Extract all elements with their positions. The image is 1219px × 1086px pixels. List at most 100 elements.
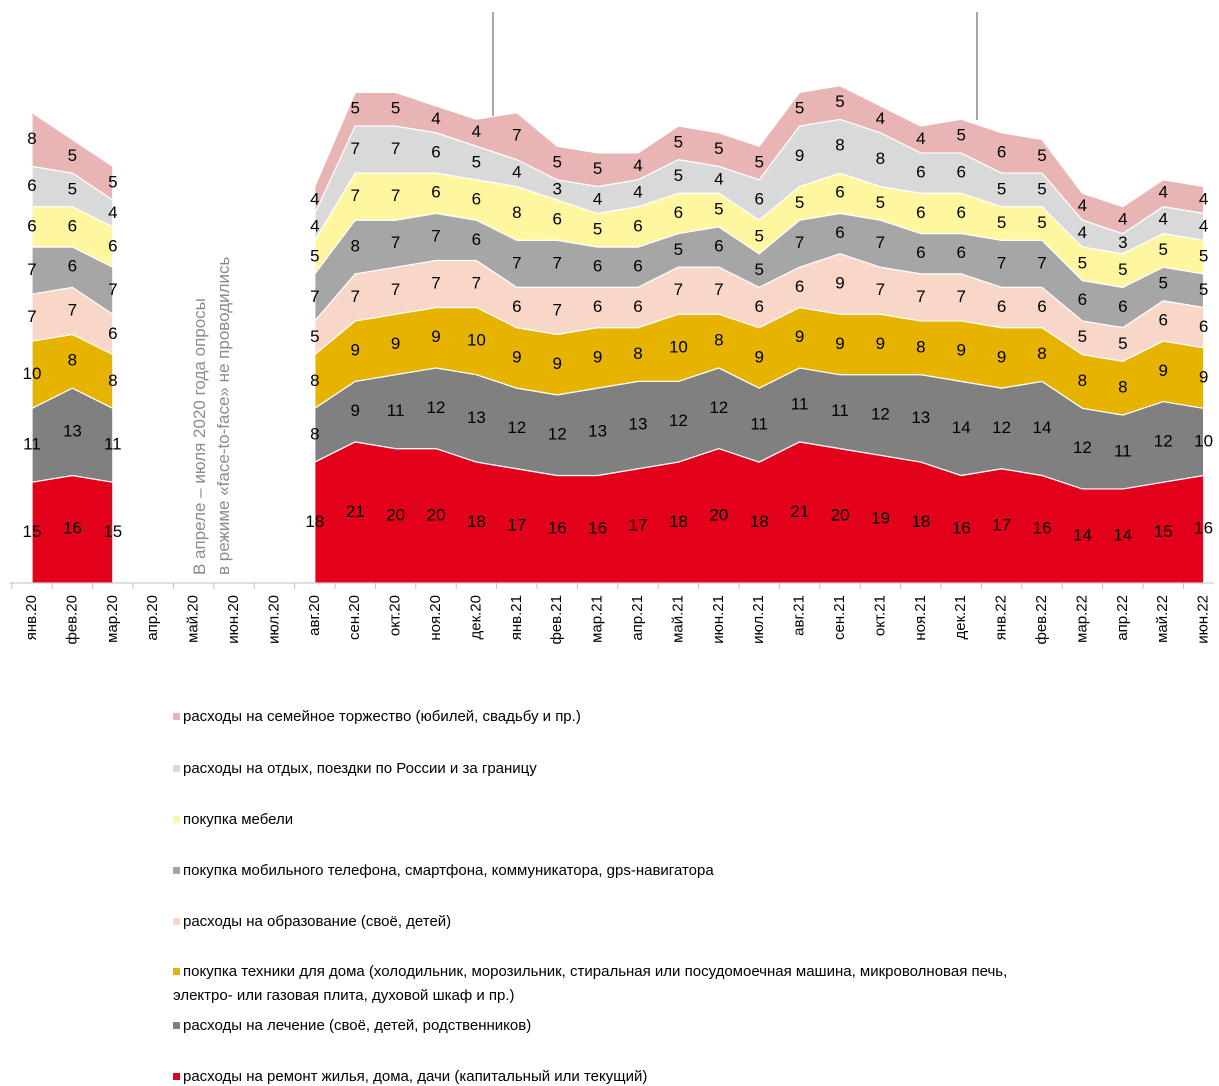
value-label: 6 xyxy=(754,297,763,316)
value-label: 6 xyxy=(27,176,36,195)
legend-label: расходы на лечение (своё, детей, родстве… xyxy=(183,1017,532,1034)
value-label: 6 xyxy=(1158,310,1167,329)
value-label: 6 xyxy=(956,203,965,222)
value-label: 6 xyxy=(27,216,36,235)
value-label: 7 xyxy=(795,233,804,252)
value-label: 7 xyxy=(876,233,885,252)
value-label: 5 xyxy=(1158,240,1167,259)
value-label: 5 xyxy=(593,159,602,178)
value-label: 5 xyxy=(754,152,763,171)
value-label: 6 xyxy=(956,163,965,182)
annotation: В апреле – июля 2020 года опросы в режим… xyxy=(190,256,233,575)
value-label: 7 xyxy=(108,280,117,299)
value-label: 4 xyxy=(1158,183,1167,202)
annotation-line: в режиме «face-to-face» не проводились xyxy=(214,256,233,575)
value-label: 9 xyxy=(956,341,965,360)
value-label: 5 xyxy=(1037,146,1046,165)
value-label: 18 xyxy=(750,512,769,531)
value-label: 16 xyxy=(63,519,82,538)
value-label: 13 xyxy=(911,408,930,427)
x-tick-label: июл.21 xyxy=(750,595,767,644)
areas xyxy=(31,85,1205,584)
value-label: 9 xyxy=(997,347,1006,366)
value-label: 8 xyxy=(68,351,77,370)
value-label: 8 xyxy=(916,337,925,356)
value-label: 6 xyxy=(431,183,440,202)
value-label: 6 xyxy=(593,297,602,316)
value-label: 4 xyxy=(1118,210,1127,229)
value-label: 7 xyxy=(391,139,400,158)
value-label: 8 xyxy=(835,136,844,155)
value-label: 7 xyxy=(350,139,359,158)
value-label: 20 xyxy=(386,505,405,524)
value-label: 3 xyxy=(552,179,561,198)
value-label: 15 xyxy=(103,522,122,541)
value-label: 16 xyxy=(548,519,567,538)
value-label: 6 xyxy=(633,257,642,276)
value-label: 15 xyxy=(23,522,42,541)
x-tick-label: авг.21 xyxy=(791,595,808,636)
value-label: 6 xyxy=(916,163,925,182)
legend-swatch xyxy=(173,713,180,720)
value-label: 7 xyxy=(431,226,440,245)
value-label: 5 xyxy=(68,146,77,165)
value-label: 6 xyxy=(68,257,77,276)
x-tick-label: апр.21 xyxy=(629,595,646,641)
value-label: 13 xyxy=(467,408,486,427)
x-tick-label: май.21 xyxy=(669,595,686,643)
value-label: 5 xyxy=(350,99,359,118)
value-label: 12 xyxy=(1073,438,1092,457)
value-label: 5 xyxy=(754,260,763,279)
value-label: 7 xyxy=(876,280,885,299)
value-label: 9 xyxy=(593,347,602,366)
value-label: 9 xyxy=(1199,368,1208,387)
value-label: 6 xyxy=(593,257,602,276)
value-label: 7 xyxy=(68,300,77,319)
value-label: 6 xyxy=(674,203,683,222)
value-label: 5 xyxy=(714,200,723,219)
value-label: 9 xyxy=(1158,361,1167,380)
value-label: 6 xyxy=(1199,317,1208,336)
x-tick-label: ноя.21 xyxy=(912,595,929,641)
x-tick-label: окт.20 xyxy=(387,595,404,636)
value-label: 6 xyxy=(472,230,481,249)
legend-swatch xyxy=(173,968,180,975)
x-tick-label: май.22 xyxy=(1154,595,1171,643)
value-label: 5 xyxy=(674,166,683,185)
value-label: 18 xyxy=(669,512,688,531)
value-label: 4 xyxy=(916,129,925,148)
value-label: 7 xyxy=(350,186,359,205)
value-label: 8 xyxy=(27,129,36,148)
value-label: 14 xyxy=(1113,525,1132,544)
value-label: 4 xyxy=(310,216,319,235)
value-label: 5 xyxy=(108,173,117,192)
value-label: 10 xyxy=(23,364,42,383)
value-labels: 15 16 15 18 21 20 20 18 17 16 16 17 18 20 18 21 20 19 18 16… xyxy=(23,92,1214,544)
value-label: 5 xyxy=(876,193,885,212)
area xyxy=(31,85,1205,235)
value-label: 18 xyxy=(305,512,324,531)
value-label: 6 xyxy=(108,236,117,255)
legend-item: расходы на образование (своё, детей) xyxy=(173,910,1043,934)
value-label: 9 xyxy=(835,334,844,353)
legend-swatch xyxy=(173,1073,180,1080)
value-label: 8 xyxy=(512,203,521,222)
value-label: 6 xyxy=(714,236,723,255)
value-label: 17 xyxy=(507,515,526,534)
value-label: 11 xyxy=(750,415,768,434)
value-label: 9 xyxy=(552,354,561,373)
value-label: 7 xyxy=(512,126,521,145)
value-label: 6 xyxy=(1118,297,1127,316)
value-label: 4 xyxy=(1078,196,1087,215)
value-label: 11 xyxy=(104,435,122,454)
chart: В апреле – июля 2020 года опросы в режим… xyxy=(10,12,1214,645)
value-label: 5 xyxy=(472,152,481,171)
value-label: 6 xyxy=(916,243,925,262)
value-label: 10 xyxy=(467,331,486,350)
value-label: 4 xyxy=(1199,216,1208,235)
value-label: 9 xyxy=(795,146,804,165)
value-label: 20 xyxy=(427,505,446,524)
value-label: 7 xyxy=(431,273,440,292)
value-label: 6 xyxy=(916,203,925,222)
value-label: 8 xyxy=(1078,371,1087,390)
